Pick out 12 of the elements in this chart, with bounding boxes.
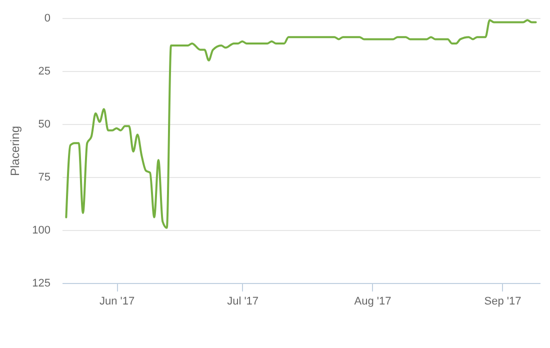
y-tick-label: 50 <box>38 118 50 130</box>
x-tick-label: Jul '17 <box>227 296 259 308</box>
y-tick-label: 25 <box>38 66 50 78</box>
y-axis-title: Placering <box>8 126 22 176</box>
line-series <box>65 19 537 229</box>
y-tick-label: 0 <box>44 12 50 24</box>
y-tick-label: 100 <box>32 224 50 236</box>
x-tick-label: Aug '17 <box>354 296 392 308</box>
y-tick-label: 75 <box>38 172 50 184</box>
x-tick-label: Sep '17 <box>484 296 522 308</box>
x-tick-label: Jun '17 <box>99 296 135 308</box>
y-tick-label: 125 <box>32 278 50 290</box>
